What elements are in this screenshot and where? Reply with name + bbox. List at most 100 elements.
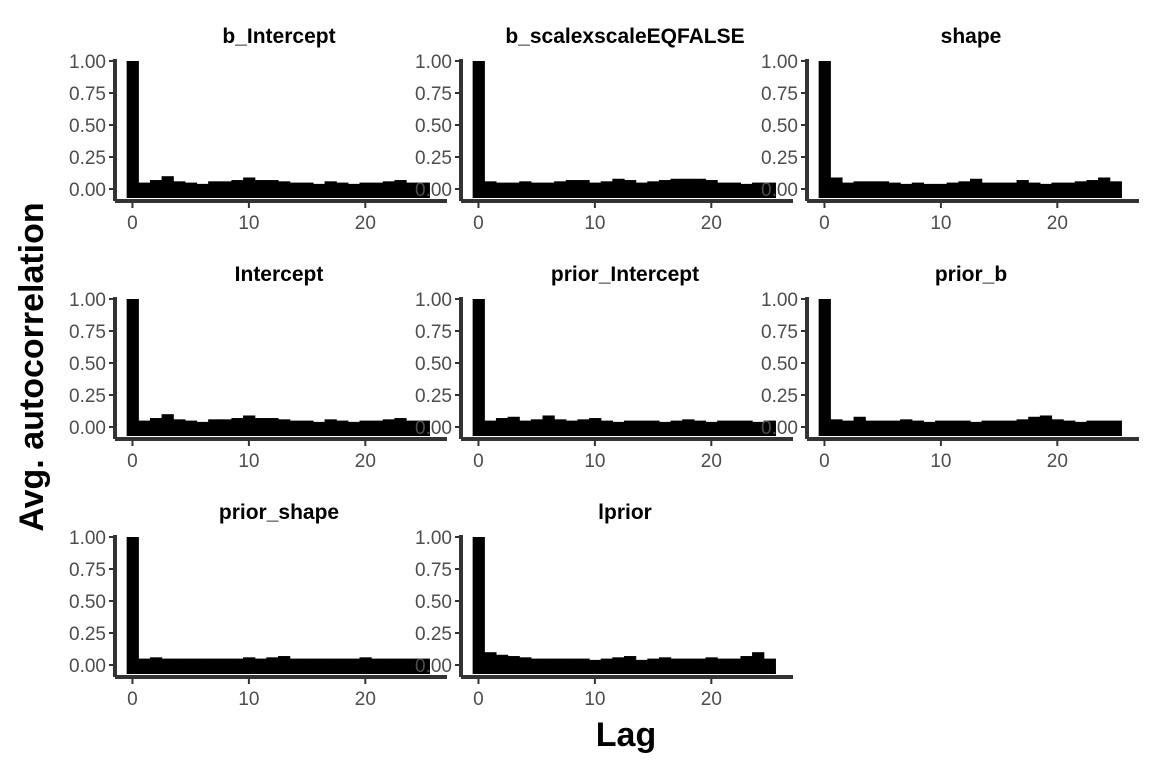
bar (911, 420, 925, 436)
y-tick-label: 0.50 (69, 592, 106, 613)
x-tick-label: 0 (127, 451, 138, 472)
panel-title: lprior (598, 501, 652, 524)
bar (278, 656, 291, 674)
bar (600, 658, 613, 674)
bar (312, 421, 326, 436)
y-tick-label: 0.25 (69, 624, 106, 645)
y-tick-label: 0.00 (415, 180, 452, 201)
bar (589, 182, 602, 198)
bar (935, 183, 948, 198)
bar (173, 181, 186, 198)
bar (184, 420, 198, 436)
panel-title: shape (941, 25, 1002, 48)
bar (219, 181, 233, 198)
y-tick-label: 0.50 (761, 116, 798, 137)
y-tick-label: 0.75 (415, 322, 452, 343)
bar (1074, 421, 1088, 436)
bar (763, 182, 776, 198)
bar (196, 183, 209, 198)
bar (126, 61, 139, 198)
x-tick-label: 10 (930, 213, 951, 234)
x-axis-title: Lag (596, 716, 656, 754)
facet-panel: b_scalexscaleEQFALSE 0.00 0.25 0.50 0.75 1.00… (415, 25, 793, 234)
bar (763, 420, 776, 436)
bar (1086, 180, 1099, 198)
bar (138, 420, 151, 436)
bar (184, 182, 198, 198)
bar (981, 420, 994, 436)
bar (126, 299, 139, 436)
y-tick-label: 0.00 (69, 180, 106, 201)
bar (970, 421, 983, 436)
y-tick-label: 0.00 (69, 418, 106, 439)
bar (600, 181, 613, 198)
bar (1086, 420, 1099, 436)
bar (243, 657, 256, 674)
bar (841, 420, 855, 436)
y-tick-label: 0.00 (415, 418, 452, 439)
bar (507, 182, 520, 198)
bar (728, 658, 742, 674)
bar (993, 182, 1006, 198)
bar (740, 183, 753, 198)
bar (763, 658, 776, 674)
bar (554, 658, 567, 674)
bar (1039, 183, 1053, 198)
bar (243, 415, 256, 436)
bar (219, 419, 233, 436)
bar (507, 416, 520, 436)
bar (958, 420, 971, 436)
x-tick-label: 20 (701, 451, 722, 472)
bar (184, 658, 198, 674)
bar (577, 658, 590, 674)
bar (981, 182, 994, 198)
bar (138, 658, 151, 674)
bar (717, 182, 730, 198)
bar (670, 658, 683, 674)
bar (865, 420, 878, 436)
y-tick-label: 1.00 (415, 290, 452, 311)
bar (495, 182, 509, 198)
y-tick-label: 0.50 (415, 116, 452, 137)
bar (394, 180, 407, 198)
y-tick-label: 0.75 (415, 560, 452, 581)
bar (324, 658, 337, 674)
bar (394, 658, 407, 674)
bar (682, 178, 695, 198)
bar (624, 180, 637, 198)
facet-panel: prior_b 0.00 0.25 0.50 0.75 1.00 0 10 20 (761, 263, 1139, 472)
bar (347, 421, 361, 436)
x-tick-label: 0 (819, 213, 830, 234)
bar (589, 659, 602, 674)
facet-panel: prior_shape 0.00 0.25 0.50 0.75 1.00 0 10 20 (69, 501, 447, 710)
x-tick-label: 20 (355, 451, 376, 472)
bar (612, 178, 625, 198)
bar (1109, 420, 1122, 436)
x-tick-label: 0 (473, 689, 484, 710)
bar (149, 418, 163, 436)
bar (231, 418, 244, 436)
bar (243, 177, 256, 198)
bar (301, 420, 314, 436)
bar (900, 183, 913, 198)
bar (266, 418, 279, 436)
bar (682, 658, 695, 674)
bar (278, 419, 291, 436)
bar (196, 421, 209, 436)
bar (417, 420, 430, 436)
bar (670, 420, 683, 436)
bar (818, 299, 831, 436)
y-tick-label: 0.00 (761, 418, 798, 439)
bar (635, 659, 648, 674)
bar (752, 421, 765, 436)
bar (946, 182, 959, 198)
bar (853, 416, 866, 436)
bar (1028, 416, 1041, 436)
bar (993, 420, 1006, 436)
bar (717, 420, 730, 436)
y-tick-label: 0.25 (69, 386, 106, 407)
x-tick-label: 10 (930, 451, 951, 472)
x-tick-label: 20 (1047, 451, 1068, 472)
bar (647, 420, 660, 436)
